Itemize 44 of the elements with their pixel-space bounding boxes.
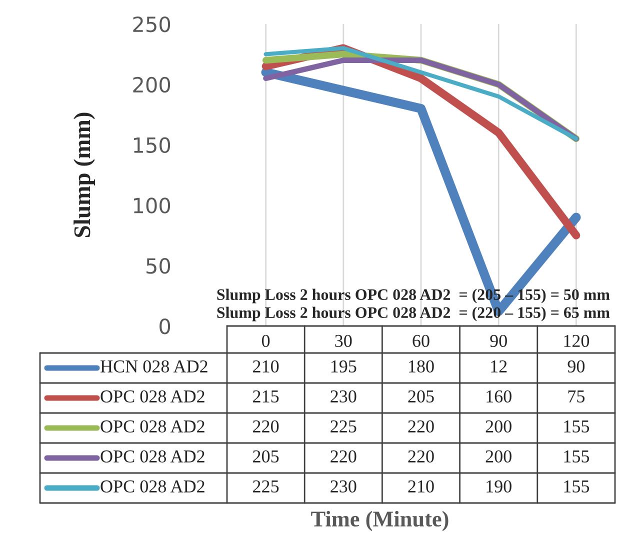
data-label: 210 (408, 480, 434, 493)
data-label: 190 (486, 480, 512, 493)
data-label: 160 (486, 390, 512, 403)
data-label: 155 (564, 450, 590, 463)
data-label: 225 (253, 480, 279, 493)
y-tick-label: 0 (160, 318, 170, 334)
data-label: 205 (408, 390, 434, 403)
x-tick-label: 30 (335, 334, 352, 348)
data-label: 230 (330, 480, 356, 493)
x-tick-label: 60 (412, 334, 430, 348)
y-tick-label: 50 (146, 258, 170, 274)
data-label: 215 (253, 390, 279, 403)
data-label: 155 (564, 480, 590, 493)
data-label: 200 (486, 420, 512, 433)
data-label: 75 (568, 390, 585, 403)
legend-label: OPC 028 AD2 (100, 420, 204, 433)
annotation: Slump Loss 2 hours OPC 028 AD2 = (220 – 155) = 65 mm (217, 306, 610, 322)
legend-label: OPC 028 AD2 (100, 450, 204, 463)
data-label: 220 (408, 420, 434, 433)
data-label: 90 (568, 360, 585, 373)
text: Time (Minute) (311, 510, 448, 532)
data-label: 220 (253, 420, 279, 433)
data-label: 155 (564, 420, 590, 433)
legend-label: HCN 028 AD2 (100, 360, 208, 373)
y-axis-title: Slump (mm) (74, 112, 95, 238)
y-tick-label: 250 (133, 16, 170, 32)
legend-label: OPC 028 AD2 (100, 480, 204, 493)
data-label: 180 (409, 360, 434, 373)
data-label: 12 (491, 360, 507, 372)
data-label: 225 (330, 420, 356, 433)
data-label: 200 (486, 450, 512, 463)
data-label: 205 (253, 450, 279, 463)
y-tick-label: 100 (134, 198, 170, 214)
data-label: 195 (331, 360, 356, 373)
x-tick-label: 0 (262, 334, 270, 348)
data-label: 220 (408, 450, 434, 463)
data-label: 210 (253, 360, 279, 373)
y-tick-label: 150 (134, 137, 170, 154)
data-label: 220 (330, 450, 356, 463)
legend-label: OPC 028 AD2 (100, 390, 204, 403)
x-tick-label: 90 (490, 334, 507, 348)
x-tick-label: 120 (564, 334, 590, 348)
data-label: 230 (330, 390, 356, 403)
y-tick-label: 200 (133, 76, 170, 93)
